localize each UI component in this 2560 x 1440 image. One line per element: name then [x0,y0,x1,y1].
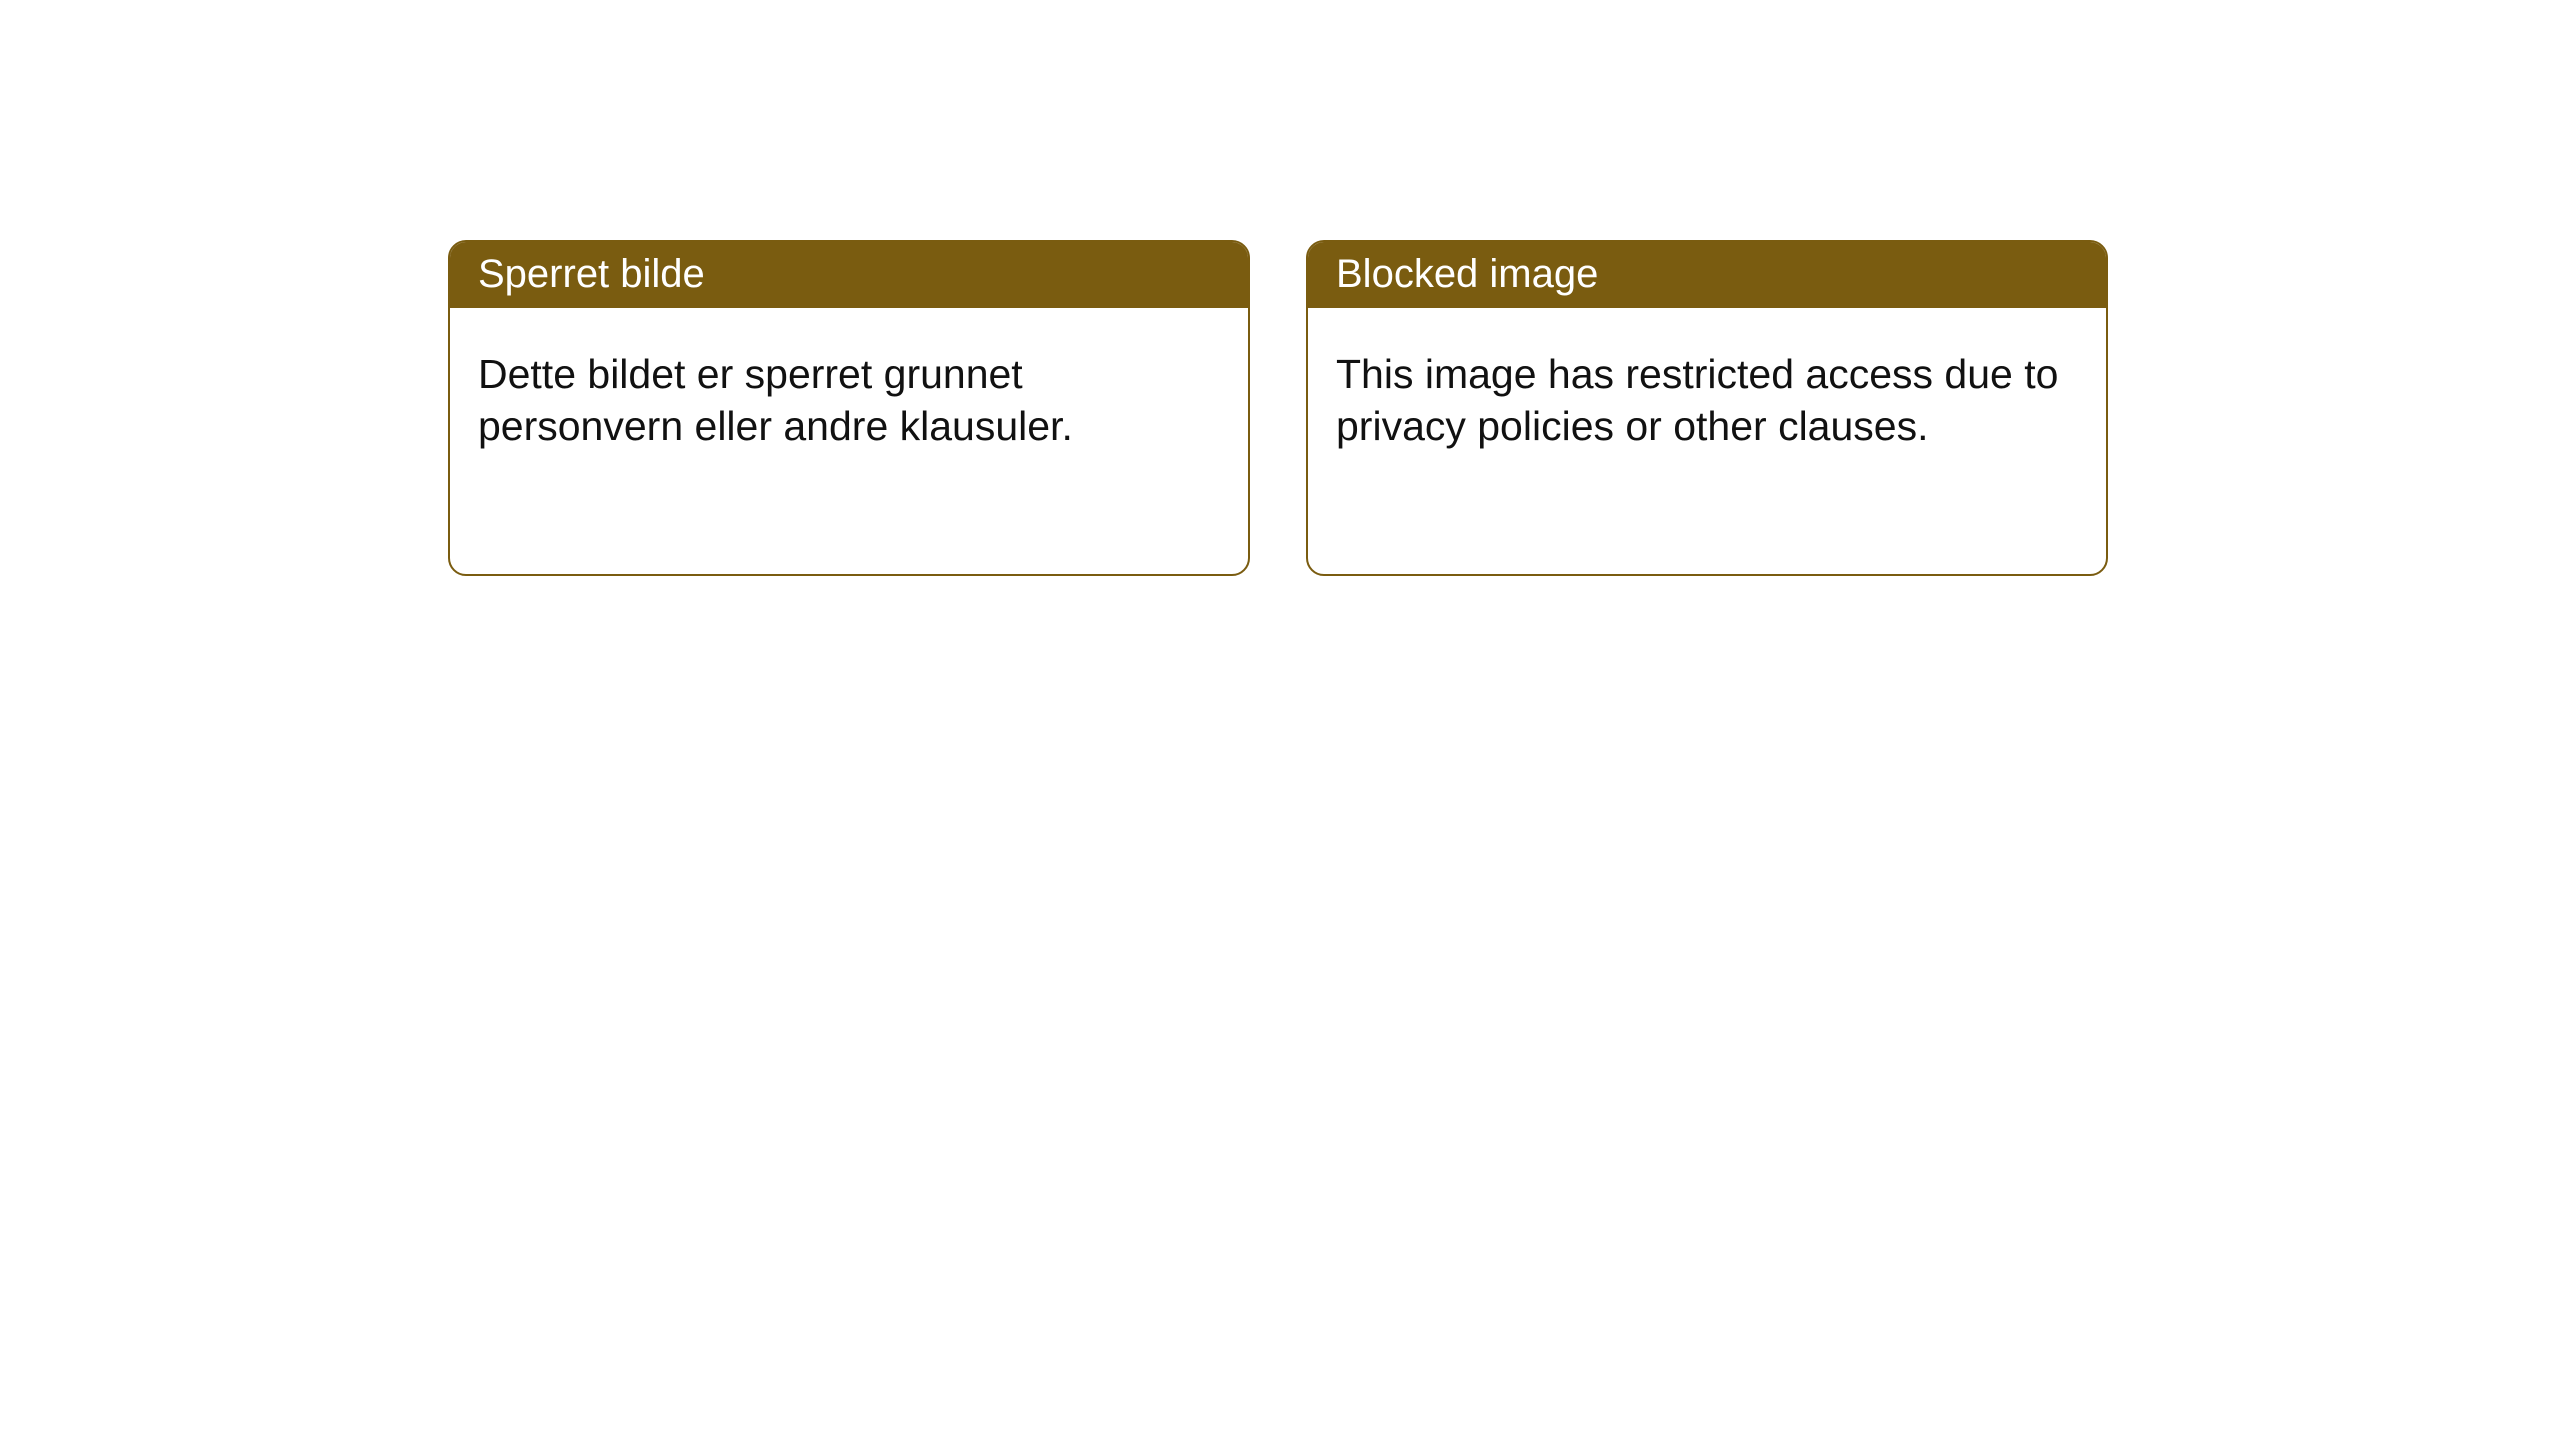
notice-card-title: Blocked image [1308,242,2106,308]
notice-card-norwegian: Sperret bilde Dette bildet er sperret gr… [448,240,1250,576]
notice-container: Sperret bilde Dette bildet er sperret gr… [0,0,2560,576]
notice-card-title: Sperret bilde [450,242,1248,308]
notice-card-english: Blocked image This image has restricted … [1306,240,2108,576]
notice-card-body: This image has restricted access due to … [1308,308,2106,473]
notice-card-body: Dette bildet er sperret grunnet personve… [450,308,1248,473]
